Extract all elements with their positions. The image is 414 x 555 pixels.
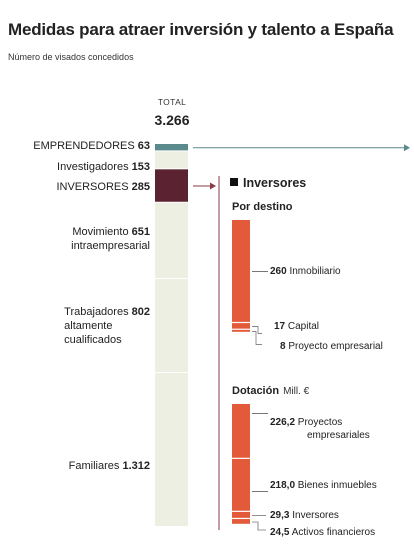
- category-label-emprendedores: EMPRENDEDORES 63: [33, 140, 150, 152]
- category-label-familiares: Familiares 1.312: [68, 460, 150, 472]
- inversores-legend-square: [230, 178, 238, 186]
- destino-label-proyecto-empresarial-value: 8: [280, 341, 286, 352]
- category-label-movimiento-intraempresarial: Movimiento 651 intraempresarial: [71, 226, 150, 252]
- destino-label-capital: 17 Capital: [274, 321, 320, 332]
- total-value: 3.266: [154, 112, 190, 128]
- destino-segment-proyecto-empresarial: [232, 329, 250, 332]
- bar-segment-trabajadores-altamente-cualificados: [155, 279, 188, 373]
- category-label-trabajadores-altamente-cualificados: Trabajadores 802 altamente cualificados: [64, 306, 150, 346]
- destino-leader-proyecto: [252, 331, 262, 345]
- dotacion-segment-proyectos-empresariales: [232, 404, 250, 458]
- destino-label-capital-value: 17: [274, 321, 286, 332]
- dotacion-label-inversores: 29,3 Inversores: [270, 510, 339, 521]
- dotacion-label-inversores-value: 29,3: [270, 510, 290, 521]
- inversores-panel-title-text: Inversores: [243, 176, 307, 190]
- dotacion-leader-activos: [252, 521, 266, 531]
- bar-segment-familiares: [155, 373, 188, 526]
- bar-segment-emprendedores: [155, 144, 188, 151]
- emprendedores-connector-arrow: [404, 144, 410, 152]
- dotacion-label-activos-financieros-value: 24,5: [270, 527, 290, 538]
- dotacion-label-proyectos-empresariales-value: 226,2: [270, 417, 296, 428]
- category-value-investigadores: 153: [128, 161, 150, 173]
- destino-segment-capital: [232, 323, 250, 329]
- category-value-inversores: 285: [128, 181, 150, 193]
- category-value-movimiento-intraempresarial: 651: [128, 226, 150, 238]
- category-label-investigadores: Investigadores 153: [57, 161, 150, 173]
- bar-segment-investigadores: [155, 151, 188, 169]
- dotacion-label-bienes-inmuebles: 218,0 Bienes inmuebles: [270, 480, 377, 491]
- chart-subtitle: Número de visados concedidos: [8, 52, 134, 62]
- destino-section-title: Por destino: [232, 201, 293, 213]
- dotacion-label-proyectos-empresariales: 226,2 Proyectos empresariales: [270, 417, 370, 441]
- dotacion-title-text: Dotación: [232, 385, 280, 397]
- dotacion-segment-bienes-inmuebles: [232, 458, 250, 511]
- category-value-familiares: 1.312: [119, 460, 150, 472]
- dotacion-segment-inversores: [232, 511, 250, 518]
- dotacion-section-title: Dotación Mill. €: [232, 385, 309, 397]
- destino-label-inmobiliario: 260 Inmobiliario: [270, 265, 341, 277]
- bar-segment-inversores: [155, 169, 188, 202]
- dotacion-unit: Mill. €: [283, 386, 310, 397]
- inversores-connector-arrow: [210, 182, 216, 190]
- category-value-emprendedores: 63: [134, 140, 150, 152]
- destino-label-inmobiliario-value: 260: [270, 265, 287, 277]
- total-label: TOTAL: [157, 97, 187, 107]
- destino-segment-inmobiliario: [232, 220, 250, 322]
- category-label-inversores: INVERSORES 285: [56, 181, 150, 193]
- destino-leader-capital: [252, 326, 262, 334]
- dotacion-segment-activos-financieros: [232, 519, 250, 524]
- dotacion-label-activos-financieros: 24,5 Activos financieros: [270, 527, 376, 538]
- chart-title: Medidas para atraer inversión y talento …: [8, 20, 394, 39]
- category-value-trabajadores-altamente-cualificados: 802: [128, 306, 150, 318]
- dotacion-label-bienes-inmuebles-value: 218,0: [270, 480, 296, 491]
- destino-label-proyecto-empresarial: 8 Proyecto empresarial: [280, 341, 383, 352]
- inversores-panel-title: Inversores: [230, 176, 306, 190]
- bar-segment-movimiento-intraempresarial: [155, 202, 188, 279]
